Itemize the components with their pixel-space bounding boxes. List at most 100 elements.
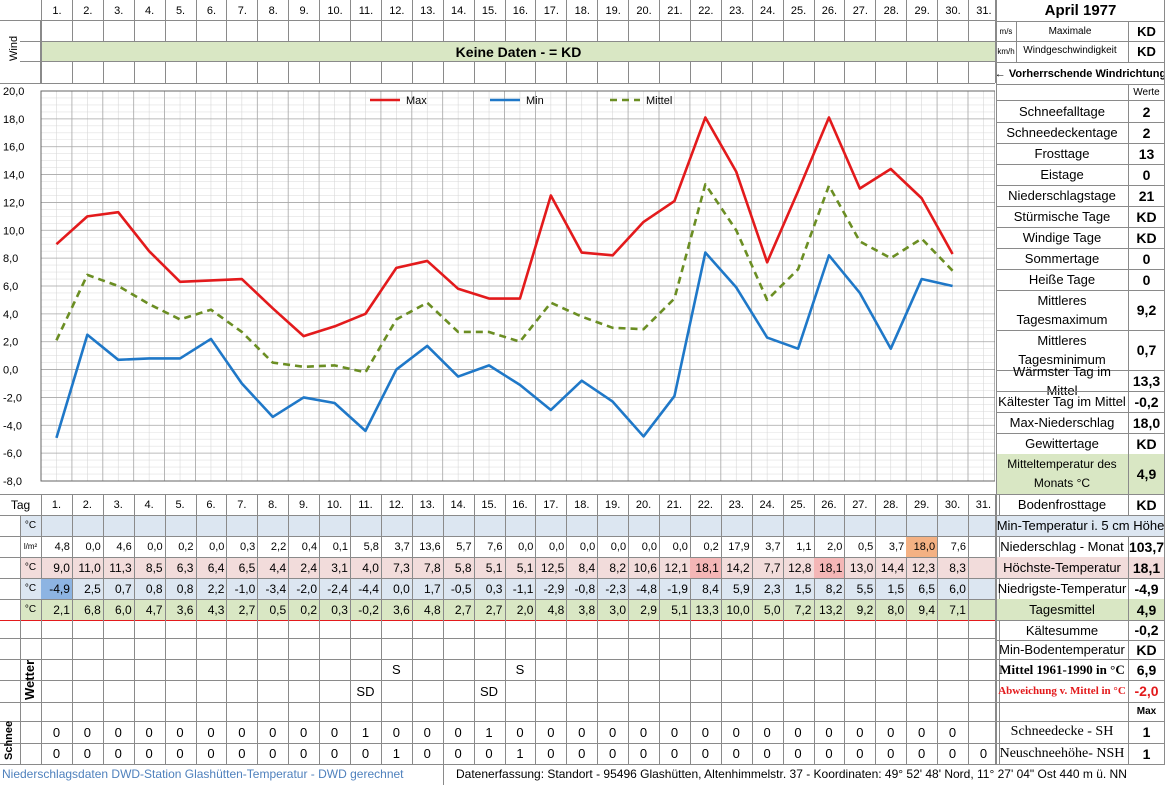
table-day-number: 13. — [412, 494, 443, 515]
header-day-number: 27. — [844, 0, 875, 21]
table-day-number: 3. — [103, 494, 134, 515]
table-nieder-cell: 1,1 — [783, 536, 814, 557]
schnee-sh-cell: 0 — [690, 721, 721, 743]
schnee-nsh-cell: 0 — [226, 743, 257, 764]
header-day-number: 10. — [319, 0, 350, 21]
stat-label: Wärmster Tag im Mittel — [996, 370, 1128, 391]
stat-label: Sommertage — [996, 248, 1128, 269]
month-title: April 1977 — [996, 0, 1165, 21]
schnee-nsh-cell: 0 — [659, 743, 690, 764]
max-wind-label-2: Windgeschwindigkeit — [1016, 41, 1124, 59]
stat-label: Heiße Tage — [996, 269, 1128, 290]
table-nieder-cell: 0,0 — [505, 536, 536, 557]
stat-value: -2,0 — [1128, 680, 1165, 702]
table-day-number: 22. — [690, 494, 721, 515]
schnee-sh-cell: 0 — [814, 721, 845, 743]
stat-value: 18,1 — [1128, 557, 1165, 578]
stat-label: Schneedeckentage — [996, 122, 1128, 143]
stat-label: Abweichung v. Mittel in °C — [996, 680, 1128, 702]
werte-label: Werte — [1128, 84, 1165, 100]
header-day-number: 8. — [257, 0, 288, 21]
schnee-nsh-cell: 0 — [690, 743, 721, 764]
table-min-cell: 1,5 — [783, 578, 814, 599]
footer-left: Niederschlagsdaten DWD-Station Glashütte… — [2, 767, 404, 781]
chart-y-tick-label: 0,0 — [3, 365, 18, 377]
table-mittel-cell: 0,3 — [319, 599, 350, 620]
schnee-nsh-cell: 0 — [968, 743, 999, 764]
chart-y-tick-label: 8,0 — [3, 253, 18, 265]
table-min-cell: 8,2 — [814, 578, 845, 599]
table-max-cell: 9,0 — [41, 557, 72, 578]
table-min-cell: -1,9 — [659, 578, 690, 599]
table-mittel-cell: 13,3 — [690, 599, 721, 620]
prevailing-wind-label: ← Vorherrschende Windrichtung — [996, 63, 1165, 84]
table-nieder-cell: 3,7 — [381, 536, 412, 557]
table-nieder-cell: 0,4 — [288, 536, 319, 557]
stat-label: Mittel 1961-1990 in °C — [996, 659, 1128, 680]
header-day-number: 11. — [350, 0, 381, 21]
table-mittel-cell: 2,0 — [505, 599, 536, 620]
schnee-sh-cell: 0 — [412, 721, 443, 743]
table-day-number: 1. — [41, 494, 72, 515]
header-day-number: 29. — [906, 0, 937, 21]
table-min-cell: 2,2 — [196, 578, 227, 599]
schnee-nsh-cell: 0 — [535, 743, 566, 764]
stat-label: Schneefalltage — [996, 101, 1128, 122]
stat-value: 4,9 — [1128, 599, 1165, 620]
stat-label: Niedrigste-Temperatur — [996, 578, 1128, 599]
stat-value: 9,2 — [1128, 290, 1165, 330]
stat-label: Niederschlagstage — [996, 185, 1128, 206]
schnee-nsh-cell: 1 — [505, 743, 536, 764]
schnee-sh-cell: 0 — [72, 721, 103, 743]
tag-label: Tag — [0, 494, 41, 515]
schnee-sh-cell: 1 — [474, 721, 505, 743]
table-day-number: 4. — [134, 494, 165, 515]
table-max-cell: 12,8 — [783, 557, 814, 578]
no-data-banner: Keine Daten - = KD — [42, 42, 995, 61]
schnee-sh-cell: 0 — [165, 721, 196, 743]
chart-y-tick-label: 12,0 — [3, 197, 24, 209]
chart-legend-label: Mittel — [646, 95, 672, 107]
table-mittel-cell: 2,7 — [226, 599, 257, 620]
bodenfrost-label: Bodenfrosttage — [996, 494, 1128, 515]
table-day-number: 23. — [721, 494, 752, 515]
table-min-cell: -2,9 — [535, 578, 566, 599]
table-max-cell: 8,5 — [134, 557, 165, 578]
schnee-nsh-cell: 0 — [319, 743, 350, 764]
table-max-cell: 7,3 — [381, 557, 412, 578]
stat-label: Eistage — [996, 164, 1128, 185]
table-nieder-cell: 0,0 — [72, 536, 103, 557]
stat-label: Mitteltemperatur des Monats °C — [996, 454, 1128, 494]
table-nieder-cell: 2,2 — [257, 536, 288, 557]
schnee-sh-cell: 0 — [937, 721, 968, 743]
table-day-number: 27. — [844, 494, 875, 515]
schnee-sh-cell: 0 — [196, 721, 227, 743]
table-nieder-cell: 2,0 — [814, 536, 845, 557]
schnee-nsh-cell: 0 — [875, 743, 906, 764]
table-nieder-cell: 0,5 — [844, 536, 875, 557]
table-day-number: 26. — [814, 494, 845, 515]
neuschnee-value: 1 — [1128, 743, 1165, 764]
table-min-cell: -2,3 — [597, 578, 628, 599]
no-data-text: Keine Daten - = KD — [456, 44, 582, 60]
temperature-chart: 20,018,016,014,012,010,08,06,04,02,00,0-… — [0, 84, 995, 492]
schnee-sh-cell: 0 — [443, 721, 474, 743]
stat-value: 2 — [1128, 122, 1165, 143]
header-day-number: 5. — [165, 0, 196, 21]
wind-unit-kmh: km/h — [996, 41, 1016, 62]
header-day-number: 23. — [721, 0, 752, 21]
chart-legend-label: Max — [406, 95, 427, 107]
schnee-nsh-cell: 0 — [906, 743, 937, 764]
table-max-cell: 10,6 — [628, 557, 659, 578]
header-day-number: 18. — [566, 0, 597, 21]
header-day-number: 25. — [783, 0, 814, 21]
table-day-number: 17. — [535, 494, 566, 515]
stat-value: 103,7 — [1128, 536, 1165, 557]
schnee-sh-cell: 0 — [875, 721, 906, 743]
table-max-cell: 11,0 — [72, 557, 103, 578]
schnee-sh-cell: 0 — [752, 721, 783, 743]
table-nieder-cell: 17,9 — [721, 536, 752, 557]
schnee-sh-cell: 0 — [597, 721, 628, 743]
table-max-cell: 3,1 — [319, 557, 350, 578]
header-day-number: 24. — [752, 0, 783, 21]
